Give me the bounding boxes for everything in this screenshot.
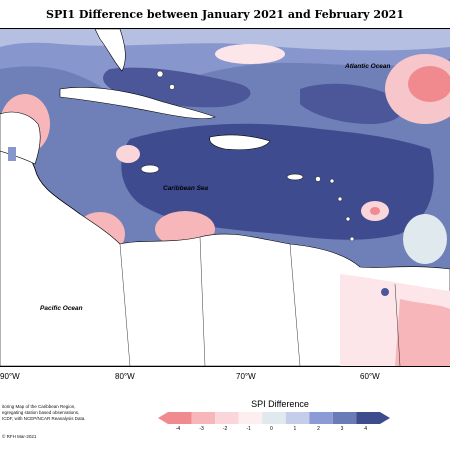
legend-tick-label: 3: [340, 426, 344, 432]
lon-tick-80w: 80°W: [115, 372, 135, 381]
legend-swatch: [215, 412, 239, 424]
legend-swatch: [332, 412, 357, 424]
legend-tick-label: -1: [246, 426, 251, 432]
label-caribbean-sea: Caribbean Sea: [163, 185, 209, 192]
jamaica: [140, 164, 160, 174]
label-atlantic-ocean: Atlantic Ocean: [345, 63, 391, 70]
lon-tick-60w: 60°W: [360, 372, 380, 381]
hispaniola: [209, 134, 271, 151]
legend-title: SPI Difference: [251, 399, 309, 409]
spi-map: [0, 29, 450, 366]
country-borders: [119, 236, 401, 366]
legend-swatch: [262, 412, 286, 424]
credit-line-3: ICDF, with NCEP/NCAR Reanalysis Data.: [2, 416, 86, 421]
puerto-rico: [286, 173, 304, 181]
cuba: [59, 87, 216, 119]
label-pacific-ocean: Pacific Ocean: [40, 305, 83, 312]
spi-core-east: [300, 83, 404, 124]
legend-swatch: [191, 412, 216, 424]
legend-swatch: [309, 412, 333, 424]
credit-line-2: egregating station based observations,: [2, 410, 80, 415]
legend-tick-label: -2: [222, 426, 228, 432]
legend-swatch: [285, 412, 310, 424]
legend-tick-label: 2: [317, 426, 320, 432]
legend-tick-label: 1: [293, 426, 297, 432]
legend-swatch: [238, 412, 263, 424]
legend-swatch: [158, 412, 192, 424]
legend-colorbar: [158, 412, 390, 424]
map-panel: [0, 28, 450, 367]
legend-tick-label: -3: [199, 426, 204, 432]
lon-tick-70w: 70°W: [236, 372, 256, 381]
legend-tick-label: 0: [270, 426, 273, 432]
legend-tick-label: 4: [364, 426, 367, 432]
spi-core-caribbean: [121, 123, 434, 240]
florida: [94, 29, 126, 72]
lon-tick-90w: 90°W: [0, 372, 20, 381]
legend-swatch: [356, 412, 390, 424]
legend-tick-label: -4: [175, 426, 181, 432]
credit-line-1: itoring Map of the Caribbean Region,: [2, 404, 76, 409]
map-title: SPI1 Difference between January 2021 and…: [46, 8, 404, 21]
credit-line-4: © RFH Mar-2021: [2, 434, 37, 439]
